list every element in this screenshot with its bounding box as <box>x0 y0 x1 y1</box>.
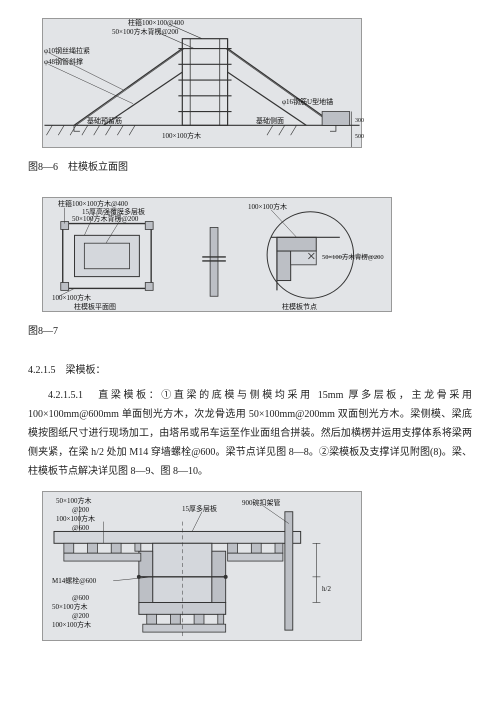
fig1-dim-500: 500 <box>355 132 364 143</box>
figure-1-caption: 图8—6 柱模板立面图 <box>28 158 472 177</box>
fig1-annot-br: 基础侧面 <box>256 115 284 128</box>
fig2-f: 50×100方木背楞@200 <box>322 252 384 264</box>
fig1-annot-right: φ16钢筋U型地锚 <box>282 96 333 109</box>
fig1-annot-bc: 100×100方木 <box>162 130 201 143</box>
section-number: 4.2.1.5 梁模板： <box>28 361 472 380</box>
fig2-e: 100×100方木 <box>248 201 287 214</box>
figure-2: 柱箍100×100方木@400 15厚高强覆膜多层板 50×100方木背楞@20… <box>42 197 392 312</box>
fig1-annot-left2: φ48钢管斜撑 <box>44 56 83 69</box>
figure-1: 柱箍100×100@400 50×100方木背楞@200 φ10钢丝绳拉紧 φ4… <box>42 18 362 148</box>
fig3-f: 900碗扣架管 <box>242 497 281 510</box>
figure-3: 50×100方木 @200 100×100方木 @600 15厚多层板 900碗… <box>42 491 362 641</box>
fig3-l: h/2 <box>322 583 331 596</box>
fig2-right-title: 柱模板节点 <box>282 301 317 314</box>
fig3-e: 15厚多层板 <box>182 503 217 516</box>
fig1-annot-top2: 50×100方木背楞@200 <box>112 26 178 39</box>
figure-1-svg <box>42 18 362 148</box>
figure-2-caption: 图8—7 <box>28 322 472 341</box>
page-root: 柱箍100×100@400 50×100方木背楞@200 φ10钢丝绳拉紧 φ4… <box>0 0 500 708</box>
fig3-g: M14螺栓@600 <box>52 575 96 588</box>
fig3-k: 100×100方木 <box>52 619 91 632</box>
fig2-c: 50×100方木背楞@200 <box>72 213 138 226</box>
fig1-dim-300: 300 <box>355 116 364 127</box>
fig2-left-title: 柱模板平面图 <box>74 301 116 314</box>
para-num: 4.2.1.5.1 <box>48 390 83 401</box>
section-paragraph: 4.2.1.5.1 直梁模板：①直梁的底模与侧模均采用 15mm 厚多层板，主龙… <box>28 386 472 481</box>
fig1-annot-bl: 基础预留筋 <box>87 115 122 128</box>
fig3-d: @600 <box>72 522 89 535</box>
para-text: 直梁模板：①直梁的底模与侧模均采用 15mm 厚多层板，主龙骨采用 100×10… <box>28 390 472 477</box>
